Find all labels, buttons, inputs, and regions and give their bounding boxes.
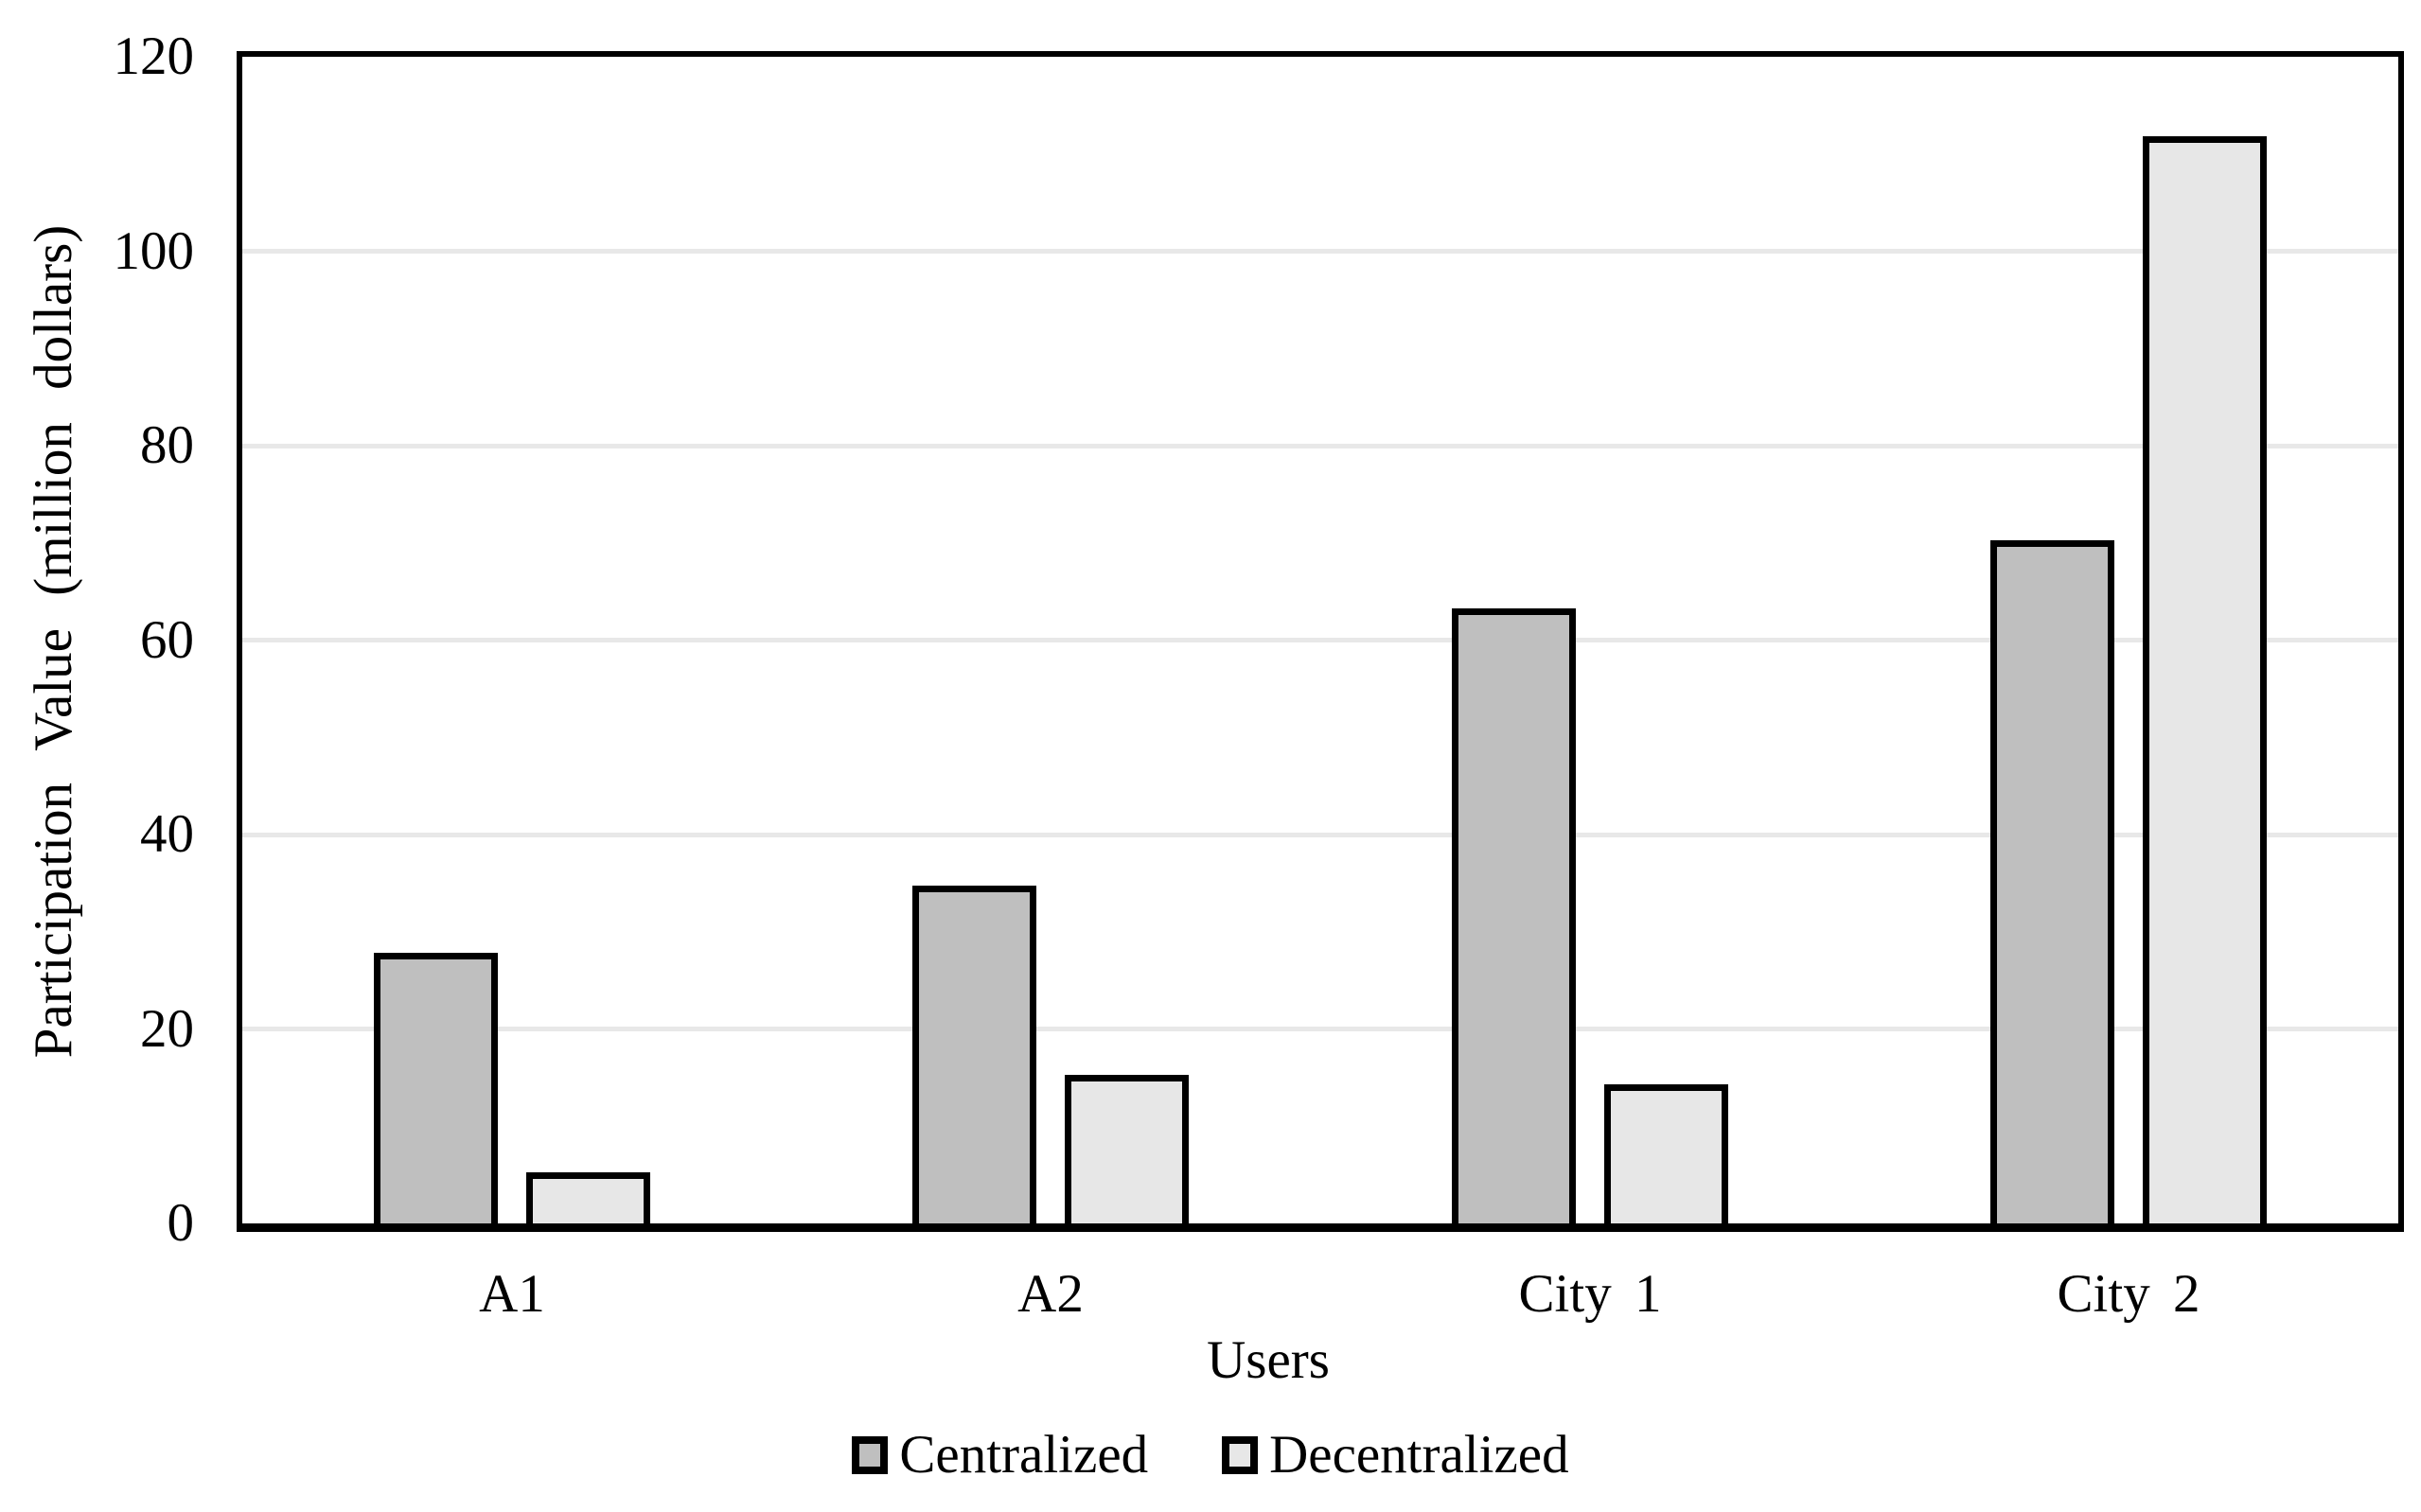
legend-entry-centralized: Centralized [852, 1421, 1148, 1489]
gridline-40 [242, 833, 2398, 837]
y-tick-label-20: 20 [140, 999, 194, 1059]
gridline-60 [242, 638, 2398, 642]
x-category-label-a2: A2 [1017, 1264, 1084, 1324]
legend-swatch-decentralized [1222, 1436, 1259, 1474]
x-category-label-city1: City 1 [1518, 1264, 1662, 1324]
bar-city1-decentralized [1604, 1084, 1728, 1223]
legend-label-centralized: Centralized [899, 1425, 1149, 1485]
bar-city2-centralized [1990, 540, 2114, 1223]
y-tick-label-120: 120 [113, 26, 195, 86]
y-tick-label-0: 0 [167, 1193, 195, 1253]
legend-entry-decentralized: Decentralized [1222, 1421, 1569, 1489]
plot-area [237, 51, 2404, 1232]
bar-a2-centralized [912, 886, 1036, 1223]
gridline-100 [242, 249, 2398, 254]
y-tick-label-80: 80 [140, 415, 194, 475]
legend-label-decentralized: Decentralized [1269, 1425, 1569, 1485]
gridline-80 [242, 444, 2398, 448]
bar-city2-decentralized [2143, 136, 2267, 1223]
y-tick-label-60: 60 [140, 610, 194, 670]
x-axis-title: Users [1207, 1330, 1330, 1390]
legend-swatch-centralized [852, 1436, 889, 1474]
y-tick-label-100: 100 [113, 221, 195, 281]
gridline-20 [242, 1027, 2398, 1031]
legend: Centralized Decentralized [0, 1419, 2421, 1491]
x-category-label-city2: City 2 [2057, 1264, 2200, 1324]
bar-a1-decentralized [526, 1172, 650, 1223]
bar-city1-centralized [1452, 608, 1576, 1223]
bar-a2-decentralized [1065, 1075, 1189, 1223]
bar-a1-centralized [374, 953, 498, 1223]
x-category-label-a1: A1 [479, 1264, 545, 1324]
y-tick-label-40: 40 [140, 804, 194, 864]
